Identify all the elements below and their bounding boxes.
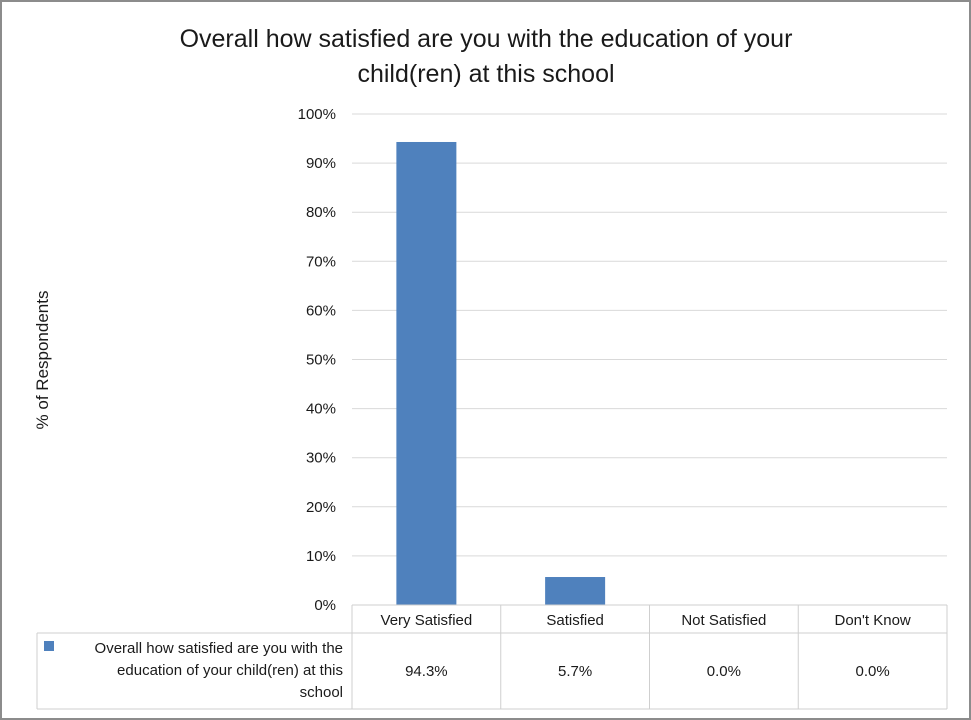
data-value-label: 94.3% bbox=[405, 663, 448, 680]
legend-label: education of your child(ren) at this bbox=[117, 662, 343, 679]
category-label: Very Satisfied bbox=[381, 612, 473, 629]
data-value-label: 0.0% bbox=[707, 663, 741, 680]
y-tick-label: 50% bbox=[306, 352, 336, 369]
legend-swatch bbox=[44, 641, 54, 651]
y-tick-labels: 0% 10% 20% 30% 40% 50% 60% 70% 80% 90% 100% bbox=[298, 106, 336, 614]
y-tick-label: 60% bbox=[306, 302, 336, 319]
category-label: Satisfied bbox=[546, 612, 604, 629]
data-value-label: 0.0% bbox=[856, 663, 890, 680]
chart-title-line-2: child(ren) at this school bbox=[357, 60, 614, 88]
y-tick-label: 30% bbox=[306, 450, 336, 467]
chart-title-line-1: Overall how satisfied are you with the e… bbox=[180, 25, 793, 53]
bar bbox=[396, 141, 457, 605]
bars bbox=[396, 141, 606, 605]
y-tick-label: 80% bbox=[306, 204, 336, 221]
y-tick-label: 0% bbox=[314, 597, 336, 614]
data-table: Very Satisfied Satisfied Not Satisfied Don'… bbox=[36, 604, 948, 710]
y-tick-label: 100% bbox=[298, 106, 336, 123]
y-axis-label: % of Respondents bbox=[33, 291, 52, 430]
category-label: Not Satisfied bbox=[681, 612, 766, 629]
category-label: Don't Know bbox=[835, 612, 911, 629]
legend-label: school bbox=[300, 684, 343, 701]
y-tick-label: 40% bbox=[306, 401, 336, 418]
y-tick-label: 70% bbox=[306, 253, 336, 270]
bar bbox=[545, 577, 606, 605]
y-tick-label: 10% bbox=[306, 548, 336, 565]
y-tick-label: 20% bbox=[306, 499, 336, 516]
chart-title: Overall how satisfied are you with the e… bbox=[180, 25, 793, 88]
data-value-label: 5.7% bbox=[558, 663, 592, 680]
legend-label: Overall how satisfied are you with the bbox=[95, 640, 343, 657]
y-tick-label: 90% bbox=[306, 155, 336, 172]
